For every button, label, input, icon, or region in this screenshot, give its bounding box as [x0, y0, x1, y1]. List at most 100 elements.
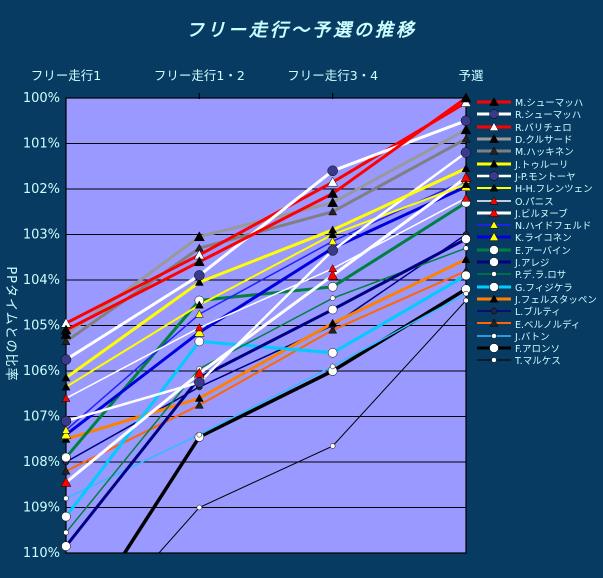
legend-marker — [489, 207, 499, 217]
series-marker-14 — [329, 295, 336, 301]
series-marker-1 — [460, 115, 472, 126]
series-marker-15 — [461, 270, 471, 281]
category-label: フリー走行1・2 — [154, 68, 245, 83]
series-marker-18 — [194, 400, 204, 409]
series-marker-13 — [461, 234, 471, 244]
series-marker-3 — [193, 231, 205, 242]
y-tick-label: 107% — [23, 410, 60, 425]
series-marker-19 — [63, 495, 69, 502]
series-line-13 — [66, 237, 466, 548]
legend-item-12: E.アーバイン — [476, 244, 603, 257]
series-marker-13 — [61, 541, 71, 551]
series-marker-13 — [327, 304, 338, 315]
legend-marker — [489, 257, 499, 267]
legend-sample-icon — [477, 294, 511, 303]
legend-sample-icon — [477, 97, 511, 106]
legend-label: R.シューマッハ — [515, 110, 582, 122]
legend-item-6: J-P.モントーヤ — [476, 170, 603, 183]
legend-item-19: J.バトン — [476, 330, 603, 343]
legend-marker — [489, 159, 499, 168]
category-label: フリー走行3・4 — [287, 68, 378, 83]
series-marker-6 — [194, 377, 205, 388]
legend-item-11: K.ライコネン — [476, 231, 603, 245]
series-marker-5 — [61, 373, 71, 382]
legend-item-21: T.マルケス — [476, 354, 603, 368]
series-line-11 — [66, 185, 466, 436]
legend-marker — [489, 146, 499, 155]
series-marker-7 — [461, 179, 471, 188]
legend-label: M.ハッキネン — [515, 147, 574, 159]
legend-item-18: E.ベルノルディ — [476, 317, 603, 331]
legend-item-14: P.デ.ラ.ロサ — [476, 268, 603, 281]
legend-label: L.ブルティ — [515, 307, 561, 319]
legend-label: O.パニス — [515, 196, 554, 208]
legend-label: K.ライコネン — [515, 233, 572, 245]
series-marker-12 — [327, 282, 338, 292]
series-marker-7 — [61, 382, 71, 391]
legend-label: T.マルケス — [515, 356, 561, 368]
legend-label: D.クルサード — [515, 135, 573, 147]
legend-item-15: G.フィジケラ — [476, 280, 603, 294]
legend-label: N.ハイドフェルド — [515, 221, 592, 233]
series-line-21 — [158, 300, 466, 553]
legend-sample-icon — [477, 244, 511, 255]
legend-marker — [490, 307, 498, 315]
legend-label: J-P.モントーヤ — [515, 171, 576, 183]
legend-item-20: F.アロンソ — [476, 342, 603, 355]
series-line-7 — [66, 183, 466, 388]
legend-item-8: O.パニス — [476, 194, 603, 208]
series-marker-10 — [194, 309, 204, 318]
legend-marker — [489, 134, 499, 143]
category-label: フリー走行1 — [31, 68, 101, 83]
series-line-8 — [66, 197, 466, 399]
y-tick-label: 101% — [23, 137, 60, 152]
legend-sample-icon — [477, 307, 511, 315]
series-marker-9 — [60, 476, 72, 487]
series-marker-4 — [461, 134, 471, 143]
legend-label: J.ビルヌーブ — [515, 208, 568, 220]
y-tick-label: 106% — [23, 364, 60, 379]
legend-sample-icon — [477, 271, 511, 278]
series-line-5 — [66, 167, 466, 380]
series-marker-8 — [328, 264, 338, 273]
legend-sample-icon — [477, 207, 511, 217]
series-marker-6 — [327, 245, 338, 256]
y-tick-label: 103% — [23, 228, 60, 243]
series-line-6 — [66, 151, 466, 423]
series-marker-19 — [329, 363, 336, 370]
legend-sample-icon — [477, 146, 511, 155]
series-line-18 — [66, 269, 466, 472]
series-marker-3 — [460, 124, 472, 135]
legend-sample-icon — [477, 183, 511, 192]
legend-marker — [491, 333, 497, 339]
series-marker-0 — [193, 256, 205, 267]
legend-label: J.トゥルーリ — [515, 159, 569, 171]
series-marker-18 — [61, 466, 71, 475]
chart-title: フリー走行〜予選の推移 — [186, 20, 417, 41]
legend-sample-icon — [477, 343, 511, 353]
legend-item-10: N.ハイドフェルド — [476, 219, 603, 233]
series-marker-21 — [196, 504, 203, 511]
legend-marker — [489, 97, 499, 106]
series-marker-10 — [61, 425, 71, 434]
legend-label: M.シューマッハ — [515, 98, 584, 110]
legend-marker — [489, 244, 499, 255]
series-line-12 — [66, 201, 466, 459]
legend-item-16: J.フェルスタッペン — [476, 293, 603, 306]
legend-sample-icon — [477, 121, 511, 131]
legend-marker — [491, 357, 497, 364]
legend-label: J.フェルスタッペン — [515, 294, 597, 306]
legend-marker — [489, 109, 499, 120]
y-tick-label: 100% — [23, 91, 60, 106]
legend-sample-icon — [477, 109, 511, 120]
series-marker-11 — [193, 326, 205, 337]
legend-sample-icon — [477, 357, 511, 364]
series-line-9 — [66, 176, 466, 484]
legend-label: R.バリチェロ — [515, 122, 572, 134]
legend-label: J.バトン — [515, 331, 550, 343]
series-marker-15 — [327, 348, 338, 358]
series-line-0 — [66, 98, 466, 332]
category-label: 予選 — [458, 68, 484, 83]
